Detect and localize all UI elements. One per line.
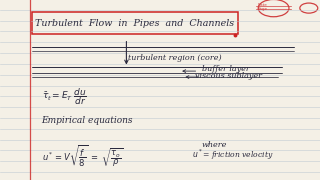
Text: viscous sublayer: viscous sublayer — [195, 73, 262, 80]
Text: turbulent region (core): turbulent region (core) — [128, 55, 222, 62]
Text: $u^* = V\sqrt{\dfrac{f}{8}} \;=\; \sqrt{\dfrac{\tau_o}{\rho}}$: $u^* = V\sqrt{\dfrac{f}{8}} \;=\; \sqrt{… — [42, 144, 123, 170]
Text: Page: Page — [258, 7, 268, 11]
Text: buffer layer: buffer layer — [202, 65, 249, 73]
Text: $u^*$= friction velocity: $u^*$= friction velocity — [192, 148, 274, 162]
Text: Turbulent  Flow  in  Pipes  and  Channels: Turbulent Flow in Pipes and Channels — [35, 19, 234, 28]
Text: $\bar{\tau}_t = E_T \;\dfrac{du}{dr}$: $\bar{\tau}_t = E_T \;\dfrac{du}{dr}$ — [42, 86, 86, 107]
Text: Date: Date — [258, 3, 267, 7]
Text: Empirical equations: Empirical equations — [42, 116, 133, 125]
Text: where: where — [202, 141, 227, 149]
